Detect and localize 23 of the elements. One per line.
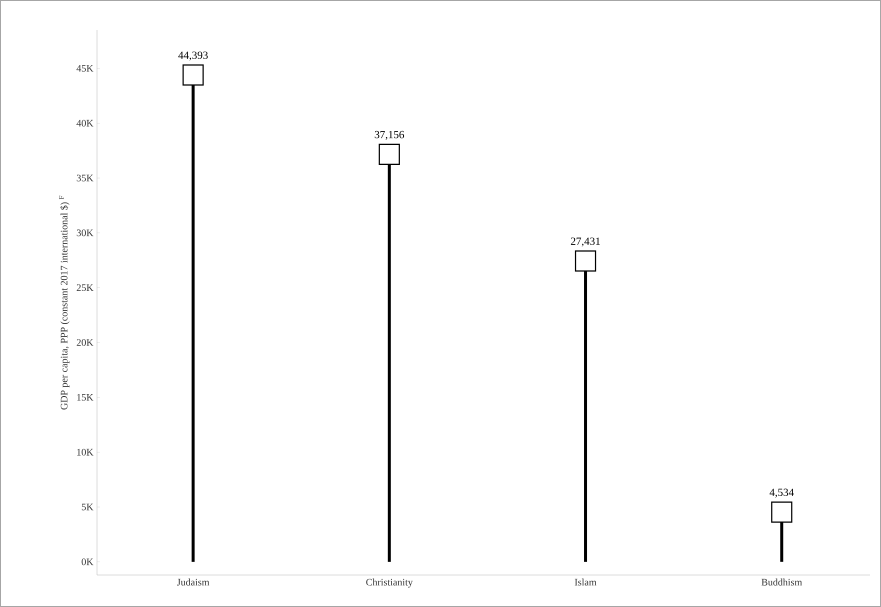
x-tick-label: Buddhism: [762, 578, 802, 586]
y-tick-label: 45K: [76, 65, 94, 72]
data-label: 27,431: [570, 238, 600, 247]
y-tick-label: 15K: [77, 394, 94, 401]
y-tick-label: 35K: [76, 174, 94, 182]
y-tick-label: 10K: [77, 448, 94, 456]
point: [378, 144, 400, 165]
point: [574, 250, 596, 272]
y-tick-label: 5K: [82, 504, 94, 510]
data-label: 44,393: [178, 52, 208, 61]
point: [771, 502, 792, 523]
y-tick-label: 0K: [82, 558, 94, 566]
x-tick-label: Islam: [574, 578, 596, 586]
y-tick-label: 25K: [76, 284, 94, 292]
y-tick-label: 30K: [76, 230, 94, 236]
y-axis-title: GDP per capita, PPP (constant 2017 international $) $^{F}$: [59, 196, 70, 410]
data-label: 4,534: [770, 488, 794, 498]
y-tick-label: 40K: [76, 120, 94, 127]
y-tick-label: 20K: [76, 339, 94, 346]
x-tick-label: Judaism: [177, 578, 210, 586]
x-tick-label: Christianity: [366, 578, 413, 588]
point: [182, 64, 204, 86]
data-label: 37,156: [374, 130, 404, 140]
